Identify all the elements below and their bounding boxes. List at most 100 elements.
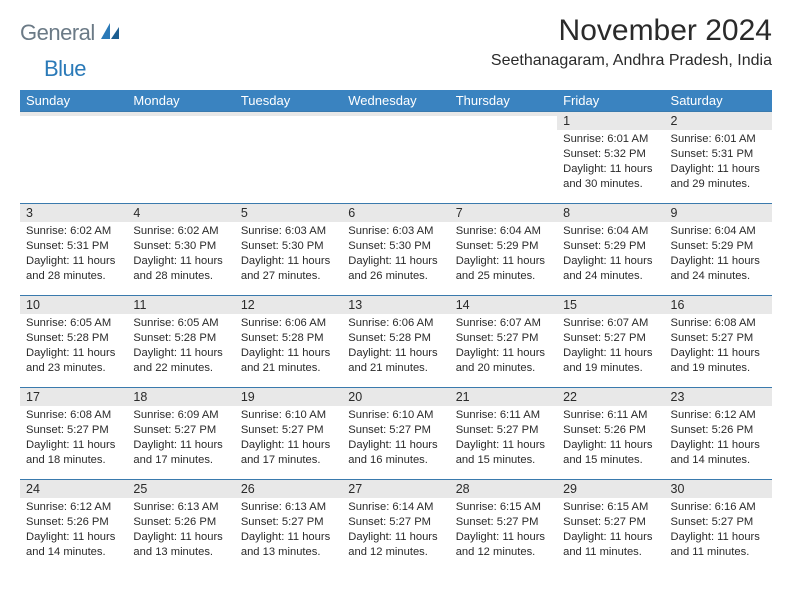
sunset-text: Sunset: 5:27 PM [456, 515, 551, 530]
calendar-day-cell [127, 112, 234, 204]
col-friday: Friday [557, 90, 664, 112]
sunrise-text: Sunrise: 6:11 AM [563, 408, 658, 423]
daylight-text: Daylight: 11 hours and 14 minutes. [26, 530, 121, 560]
day-details: Sunrise: 6:08 AMSunset: 5:27 PMDaylight:… [20, 406, 127, 472]
day-number: 11 [127, 296, 234, 314]
day-details: Sunrise: 6:07 AMSunset: 5:27 PMDaylight:… [450, 314, 557, 380]
daylight-text: Daylight: 11 hours and 18 minutes. [26, 438, 121, 468]
day-number: 25 [127, 480, 234, 498]
calendar-day-cell [235, 112, 342, 204]
calendar-day-cell: 22Sunrise: 6:11 AMSunset: 5:26 PMDayligh… [557, 388, 664, 480]
calendar-page: General November 2024 Seethanagaram, And… [0, 0, 792, 572]
day-number: 24 [20, 480, 127, 498]
daylight-text: Daylight: 11 hours and 17 minutes. [133, 438, 228, 468]
calendar-day-cell [20, 112, 127, 204]
daylight-text: Daylight: 11 hours and 14 minutes. [671, 438, 766, 468]
calendar-day-cell: 23Sunrise: 6:12 AMSunset: 5:26 PMDayligh… [665, 388, 772, 480]
calendar-day-cell: 2Sunrise: 6:01 AMSunset: 5:31 PMDaylight… [665, 112, 772, 204]
calendar-day-cell: 11Sunrise: 6:05 AMSunset: 5:28 PMDayligh… [127, 296, 234, 388]
sunset-text: Sunset: 5:27 PM [563, 331, 658, 346]
sunset-text: Sunset: 5:28 PM [348, 331, 443, 346]
sunrise-text: Sunrise: 6:13 AM [241, 500, 336, 515]
day-number [127, 112, 234, 116]
day-number: 15 [557, 296, 664, 314]
day-details: Sunrise: 6:14 AMSunset: 5:27 PMDaylight:… [342, 498, 449, 564]
daylight-text: Daylight: 11 hours and 28 minutes. [133, 254, 228, 284]
sunrise-text: Sunrise: 6:11 AM [456, 408, 551, 423]
sunset-text: Sunset: 5:28 PM [241, 331, 336, 346]
sunset-text: Sunset: 5:29 PM [563, 239, 658, 254]
month-title: November 2024 [491, 14, 772, 48]
calendar-day-cell: 1Sunrise: 6:01 AMSunset: 5:32 PMDaylight… [557, 112, 664, 204]
day-number: 7 [450, 204, 557, 222]
sunrise-text: Sunrise: 6:01 AM [671, 132, 766, 147]
day-details: Sunrise: 6:04 AMSunset: 5:29 PMDaylight:… [450, 222, 557, 288]
sunrise-text: Sunrise: 6:04 AM [671, 224, 766, 239]
calendar-day-cell: 25Sunrise: 6:13 AMSunset: 5:26 PMDayligh… [127, 480, 234, 572]
sunset-text: Sunset: 5:28 PM [133, 331, 228, 346]
sunset-text: Sunset: 5:30 PM [348, 239, 443, 254]
sunset-text: Sunset: 5:27 PM [133, 423, 228, 438]
day-number: 6 [342, 204, 449, 222]
sunset-text: Sunset: 5:27 PM [348, 515, 443, 530]
calendar-day-cell: 21Sunrise: 6:11 AMSunset: 5:27 PMDayligh… [450, 388, 557, 480]
daylight-text: Daylight: 11 hours and 21 minutes. [241, 346, 336, 376]
calendar-day-cell: 24Sunrise: 6:12 AMSunset: 5:26 PMDayligh… [20, 480, 127, 572]
sunset-text: Sunset: 5:27 PM [456, 423, 551, 438]
calendar-day-cell: 6Sunrise: 6:03 AMSunset: 5:30 PMDaylight… [342, 204, 449, 296]
sunset-text: Sunset: 5:27 PM [671, 515, 766, 530]
sunrise-text: Sunrise: 6:05 AM [133, 316, 228, 331]
day-number: 12 [235, 296, 342, 314]
calendar-day-cell: 15Sunrise: 6:07 AMSunset: 5:27 PMDayligh… [557, 296, 664, 388]
day-details: Sunrise: 6:05 AMSunset: 5:28 PMDaylight:… [20, 314, 127, 380]
sunset-text: Sunset: 5:29 PM [671, 239, 766, 254]
calendar-day-cell: 4Sunrise: 6:02 AMSunset: 5:30 PMDaylight… [127, 204, 234, 296]
day-number: 20 [342, 388, 449, 406]
daylight-text: Daylight: 11 hours and 29 minutes. [671, 162, 766, 192]
day-number: 29 [557, 480, 664, 498]
sunset-text: Sunset: 5:27 PM [563, 515, 658, 530]
day-details: Sunrise: 6:01 AMSunset: 5:31 PMDaylight:… [665, 130, 772, 196]
sunrise-text: Sunrise: 6:08 AM [26, 408, 121, 423]
day-number: 26 [235, 480, 342, 498]
sunrise-text: Sunrise: 6:10 AM [348, 408, 443, 423]
calendar-day-cell: 14Sunrise: 6:07 AMSunset: 5:27 PMDayligh… [450, 296, 557, 388]
logo-sail-icon [99, 21, 121, 46]
daylight-text: Daylight: 11 hours and 12 minutes. [456, 530, 551, 560]
col-tuesday: Tuesday [235, 90, 342, 112]
sunrise-text: Sunrise: 6:04 AM [563, 224, 658, 239]
sunrise-text: Sunrise: 6:02 AM [133, 224, 228, 239]
day-number: 8 [557, 204, 664, 222]
day-number: 4 [127, 204, 234, 222]
sunrise-text: Sunrise: 6:13 AM [133, 500, 228, 515]
day-number: 28 [450, 480, 557, 498]
calendar-day-cell: 27Sunrise: 6:14 AMSunset: 5:27 PMDayligh… [342, 480, 449, 572]
calendar-day-cell: 12Sunrise: 6:06 AMSunset: 5:28 PMDayligh… [235, 296, 342, 388]
calendar-day-cell: 28Sunrise: 6:15 AMSunset: 5:27 PMDayligh… [450, 480, 557, 572]
sunrise-text: Sunrise: 6:15 AM [456, 500, 551, 515]
sunrise-text: Sunrise: 6:15 AM [563, 500, 658, 515]
day-number: 18 [127, 388, 234, 406]
day-number: 30 [665, 480, 772, 498]
day-number: 14 [450, 296, 557, 314]
calendar-week-row: 24Sunrise: 6:12 AMSunset: 5:26 PMDayligh… [20, 480, 772, 572]
daylight-text: Daylight: 11 hours and 15 minutes. [456, 438, 551, 468]
sunset-text: Sunset: 5:27 PM [241, 423, 336, 438]
sunset-text: Sunset: 5:27 PM [456, 331, 551, 346]
day-number [450, 112, 557, 116]
day-details: Sunrise: 6:11 AMSunset: 5:27 PMDaylight:… [450, 406, 557, 472]
day-details: Sunrise: 6:15 AMSunset: 5:27 PMDaylight:… [450, 498, 557, 564]
location-text: Seethanagaram, Andhra Pradesh, India [491, 52, 772, 70]
calendar-table: Sunday Monday Tuesday Wednesday Thursday… [20, 90, 772, 572]
day-number [235, 112, 342, 116]
sunset-text: Sunset: 5:26 PM [671, 423, 766, 438]
sunrise-text: Sunrise: 6:09 AM [133, 408, 228, 423]
day-number: 27 [342, 480, 449, 498]
day-number: 1 [557, 112, 664, 130]
calendar-week-row: 3Sunrise: 6:02 AMSunset: 5:31 PMDaylight… [20, 204, 772, 296]
day-details: Sunrise: 6:02 AMSunset: 5:31 PMDaylight:… [20, 222, 127, 288]
sunrise-text: Sunrise: 6:07 AM [456, 316, 551, 331]
day-details: Sunrise: 6:04 AMSunset: 5:29 PMDaylight:… [557, 222, 664, 288]
calendar-day-cell: 13Sunrise: 6:06 AMSunset: 5:28 PMDayligh… [342, 296, 449, 388]
day-details: Sunrise: 6:15 AMSunset: 5:27 PMDaylight:… [557, 498, 664, 564]
